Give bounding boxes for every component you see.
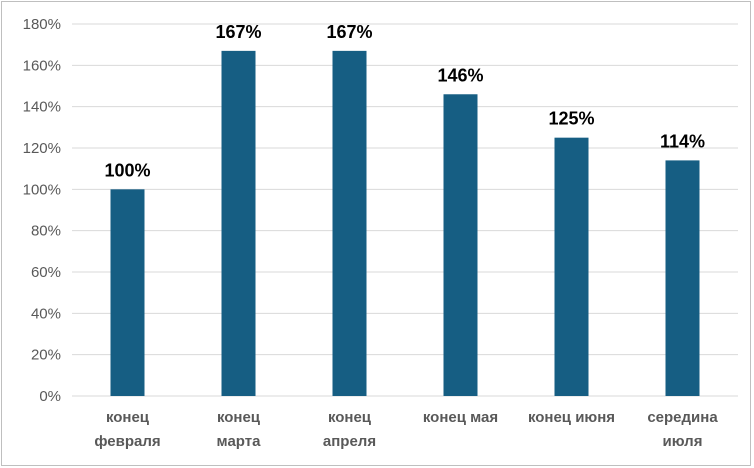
category-label: конец [328, 409, 372, 426]
y-tick-label: 120% [23, 140, 61, 157]
category-label: конец [106, 409, 150, 426]
y-tick-label: 100% [23, 181, 61, 198]
category-label: марта [217, 433, 262, 450]
bar [665, 160, 700, 396]
bar [110, 189, 145, 396]
category-label: конец мая [423, 409, 498, 426]
gridlines [72, 23, 738, 397]
y-tick-label: 80% [31, 223, 61, 240]
data-label: 125% [548, 109, 594, 129]
y-tick-label: 20% [31, 347, 61, 364]
category-label: конец июня [528, 409, 615, 426]
x-axis-category-labels: конец февраля конец марта конец апреля конец м… [94, 409, 718, 450]
bar [443, 94, 478, 397]
data-label: 167% [215, 22, 261, 42]
y-tick-label: 180% [23, 16, 61, 33]
y-tick-label: 60% [31, 264, 61, 281]
y-tick-label: 40% [31, 305, 61, 322]
data-labels: 100% 167% 167% 146% 125% 114% [104, 22, 705, 180]
category-label: конец [217, 409, 261, 426]
y-tick-label: 160% [23, 57, 61, 74]
y-axis-tick-labels: 0% 20% 40% 60% 80% 100% 120% 140% 160% 180% [23, 16, 61, 405]
bar [332, 50, 367, 396]
y-tick-label: 0% [39, 388, 61, 405]
category-label: середина [647, 409, 718, 426]
category-label: февраля [94, 433, 160, 450]
bar [554, 137, 589, 396]
data-label: 167% [326, 22, 372, 42]
bars [110, 50, 700, 397]
data-label: 146% [437, 65, 483, 85]
data-label: 100% [104, 160, 150, 180]
category-label: июля [663, 433, 703, 450]
bar [221, 50, 256, 396]
category-label: апреля [323, 433, 376, 450]
data-label: 114% [660, 131, 705, 151]
y-tick-label: 140% [23, 99, 61, 116]
